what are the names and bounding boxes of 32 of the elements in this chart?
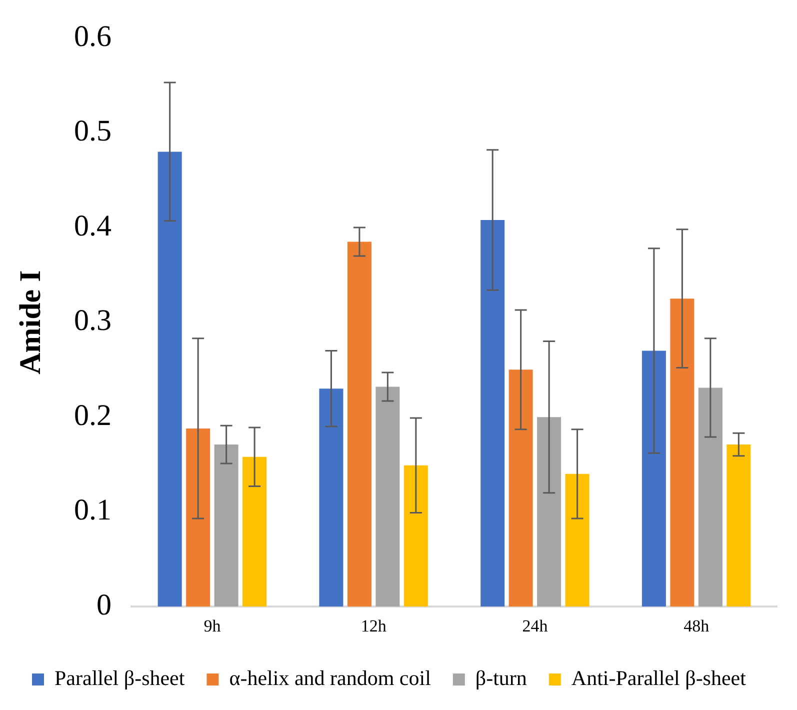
bar: [508, 370, 533, 607]
x-tick-label: 9h: [204, 616, 222, 636]
legend-label: Anti-Parallel β-sheet: [571, 666, 746, 690]
y-tick-label: 0.6: [74, 20, 112, 53]
bar: [670, 298, 694, 607]
bar: [642, 350, 666, 607]
legend-label: β-turn: [475, 666, 528, 690]
y-tick-label: 0.2: [74, 398, 112, 432]
bar: [319, 388, 344, 607]
y-axis-title: Amide I: [14, 270, 47, 374]
legend-label: Parallel β-sheet: [54, 666, 185, 690]
legend-label: α-helix and random coil: [229, 666, 432, 690]
x-tick-label: 24h: [522, 616, 548, 636]
y-tick-label: 0.4: [74, 209, 112, 242]
bar: [698, 388, 722, 607]
x-tick-label: 12h: [360, 616, 387, 636]
bar: [214, 444, 238, 607]
bar: [726, 444, 751, 607]
y-tick-label: 0.1: [74, 494, 112, 527]
bar: [404, 465, 428, 607]
bar: [242, 456, 267, 607]
bar: [565, 474, 590, 607]
bar: [376, 386, 400, 607]
y-tick-label: 0: [96, 588, 112, 622]
bar: [480, 220, 505, 607]
y-tick-label: 0.3: [74, 304, 112, 338]
bar: [537, 417, 562, 607]
bar: [158, 152, 182, 607]
bar: [347, 242, 372, 607]
y-tick-label: 0.5: [74, 114, 112, 148]
bar: [186, 428, 210, 607]
x-tick-label: 48h: [684, 616, 710, 636]
